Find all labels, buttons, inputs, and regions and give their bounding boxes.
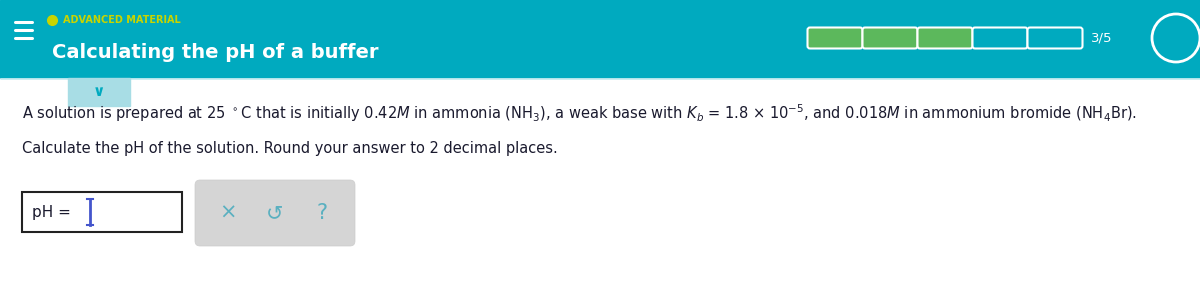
FancyBboxPatch shape: [972, 27, 1027, 48]
Circle shape: [1152, 14, 1200, 62]
Text: 3/5: 3/5: [1091, 32, 1112, 45]
Text: Calculating the pH of a buffer: Calculating the pH of a buffer: [52, 42, 378, 61]
Bar: [0, 0, 1200, 78]
FancyBboxPatch shape: [808, 27, 863, 48]
Text: ?: ?: [317, 203, 328, 223]
FancyBboxPatch shape: [194, 180, 355, 246]
Text: ×: ×: [220, 203, 236, 223]
FancyBboxPatch shape: [918, 27, 972, 48]
Text: ↺: ↺: [266, 203, 283, 223]
Text: A solution is prepared at 25 $^\circ$C that is initially 0.42$\mathit{M}$ in amm: A solution is prepared at 25 $^\circ$C t…: [22, 102, 1136, 124]
Text: ∨: ∨: [92, 85, 106, 100]
FancyBboxPatch shape: [1027, 27, 1082, 48]
Text: ADVANCED MATERIAL: ADVANCED MATERIAL: [64, 15, 181, 25]
Text: Calculate the pH of the solution. Round your answer to 2 decimal places.: Calculate the pH of the solution. Round …: [22, 141, 558, 156]
Text: pH =: pH =: [32, 204, 76, 219]
Bar: [68, 78, 130, 106]
Bar: [22, 192, 182, 232]
FancyBboxPatch shape: [863, 27, 918, 48]
